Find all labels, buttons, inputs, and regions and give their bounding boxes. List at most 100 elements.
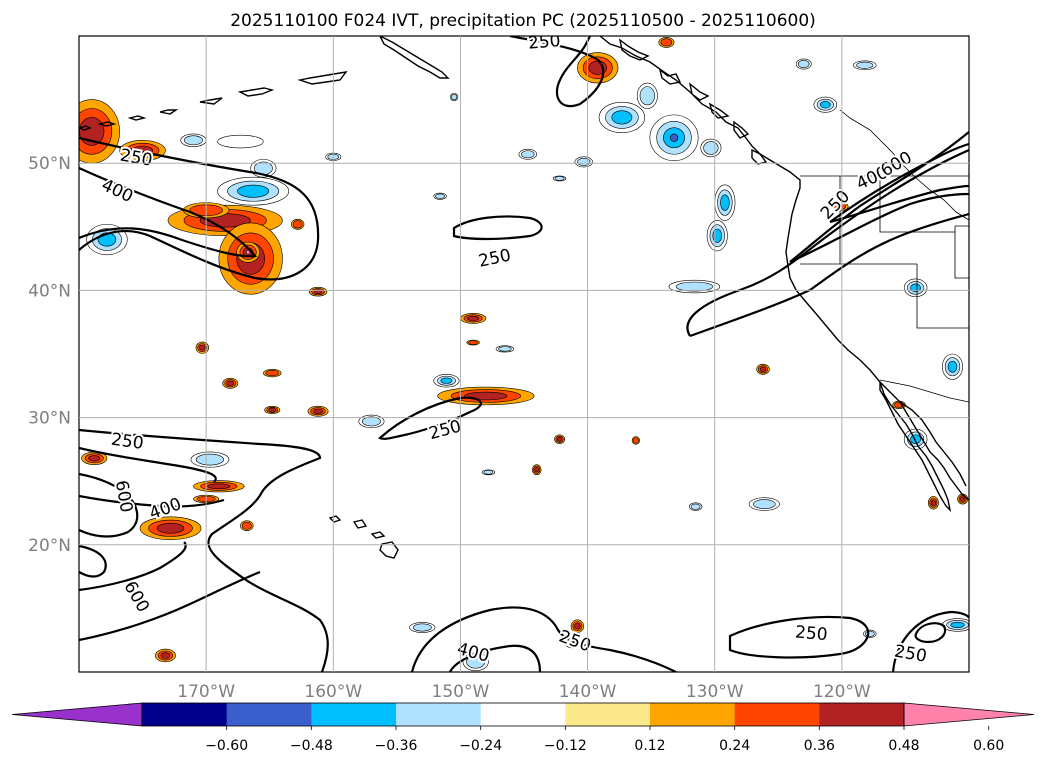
precip-pc-contour [361, 416, 381, 427]
precip-pc-area [437, 386, 535, 406]
map-background [79, 36, 969, 672]
precip-pc-contour [832, 202, 847, 210]
ivt-contour-250-nw [79, 136, 320, 281]
precip-pc-contour [451, 94, 458, 101]
precip-pc-contour [632, 437, 639, 444]
precip-pc-contour [797, 60, 810, 68]
precip-pc-area [154, 648, 176, 663]
precip-pc-contour [577, 157, 591, 166]
coastline-north-america [599, 36, 969, 501]
precip-pc-area [264, 405, 281, 415]
precip-pc-contour [483, 469, 494, 475]
ivt-contour-400-sw-c [79, 570, 261, 642]
precip-pc-area [79, 99, 120, 164]
precip-pc-area [554, 434, 565, 444]
lat-tick-label: 30°N [28, 409, 71, 429]
precip-pc-contour [521, 150, 535, 159]
precip-pc-contour [156, 522, 185, 534]
lon-tick-label: 160°W [304, 682, 362, 702]
precip-pc-contour [313, 408, 323, 414]
precip-pc-area [631, 436, 641, 445]
precip-pc-contour [759, 366, 767, 372]
map-frame [78, 35, 970, 673]
colorbar-tick-label: −0.36 [375, 738, 418, 754]
colorbar-segment [650, 703, 736, 726]
precip-pc-area [449, 92, 459, 102]
ivt-contour-600-sw-b [79, 544, 107, 578]
precip-pc-area [756, 363, 770, 375]
colorbar-tick-label: 0.12 [634, 738, 665, 754]
precip-pc-contour [819, 101, 831, 109]
colorbar-tick-label: −0.48 [290, 738, 333, 754]
precip-pc-area [552, 175, 567, 182]
ivt-contour-250-se-b [891, 610, 969, 672]
precip-pc-contour [195, 453, 224, 466]
ivt-contour-600-ne [829, 142, 969, 223]
precip-pc-area [714, 184, 736, 221]
colorbar-segment [311, 703, 397, 726]
colorbar-tick-label: 0.60 [973, 738, 1004, 754]
ivt-contour-label: 250 [794, 622, 828, 645]
precip-pc-area [863, 629, 877, 638]
precip-pc-area [193, 480, 245, 493]
ivt-contour-250-se [728, 615, 870, 659]
precip-pc-area [574, 156, 593, 168]
precip-pc-area [830, 201, 849, 212]
lat-tick-label: 50°N [28, 154, 71, 174]
ivt-contour-250-central [452, 215, 543, 241]
ivt-contour-400-ne [789, 131, 969, 263]
precip-pc-contour [864, 630, 875, 637]
colorbar-tick-label: −0.12 [544, 738, 587, 754]
ivt-contour-250-se-c [914, 622, 947, 644]
gridlines [79, 36, 969, 672]
precip-pc-contour [440, 377, 453, 384]
colorbar-tick-label: 0.36 [804, 738, 835, 754]
precip-pc-contour [947, 360, 958, 373]
ivt-contours [79, 36, 969, 672]
precip-pc-area [217, 134, 264, 149]
precip-pc-area [240, 520, 254, 532]
ivt-contour-250-s [410, 606, 677, 672]
precip-pc-area [481, 469, 496, 476]
precip-pc-area [195, 341, 209, 354]
ivt-contour-400-ne-b [789, 192, 969, 264]
lat-tick-label: 40°N [28, 281, 71, 301]
colorbar-segment [819, 703, 905, 726]
precip-pc-area [81, 451, 108, 465]
precip-pc-area [308, 286, 328, 297]
precip-pc-area [433, 374, 460, 388]
lon-tick-label: 130°W [686, 682, 744, 702]
precip-pc-contour [160, 652, 171, 659]
precip-pc-contour [237, 184, 270, 198]
precip-pc-contour [468, 340, 479, 345]
precip-pc-area [433, 192, 447, 200]
precip-pc-area [942, 618, 969, 632]
precip-pc-area [409, 622, 436, 633]
precip-pc-contour [930, 499, 936, 506]
ivt-contour-400-s [449, 644, 542, 672]
precip-pc-contour [207, 483, 231, 490]
colorbar-tick-label: −0.24 [459, 738, 502, 754]
lon-tick-label: 120°W [813, 682, 871, 702]
precip-pc-contour [265, 370, 279, 377]
coastline-baja [879, 381, 952, 513]
coastline-aleutians [79, 36, 450, 131]
precip-pc-area [748, 497, 780, 511]
coastline-hawaii [328, 515, 399, 559]
colorbar-segment [142, 703, 228, 726]
precip-pc-area [903, 278, 928, 298]
precip-pc-contour [712, 228, 723, 243]
precip-pc-contour [534, 467, 540, 473]
colorbar-extend-low [11, 702, 143, 727]
precip-pc-contour [910, 283, 921, 293]
precip-pc-area [291, 218, 305, 230]
precip-pc-area [577, 52, 619, 84]
precip-pc-area [139, 516, 202, 541]
precip-pc-contour [856, 61, 874, 69]
precip-pc-contour [690, 503, 701, 510]
precip-pc-contour [669, 133, 679, 142]
colorbar-segment [480, 703, 566, 726]
colorbar-segment [226, 703, 312, 726]
ivt-contour-600-sw-c [79, 541, 187, 592]
precip-pc-area [190, 451, 230, 468]
